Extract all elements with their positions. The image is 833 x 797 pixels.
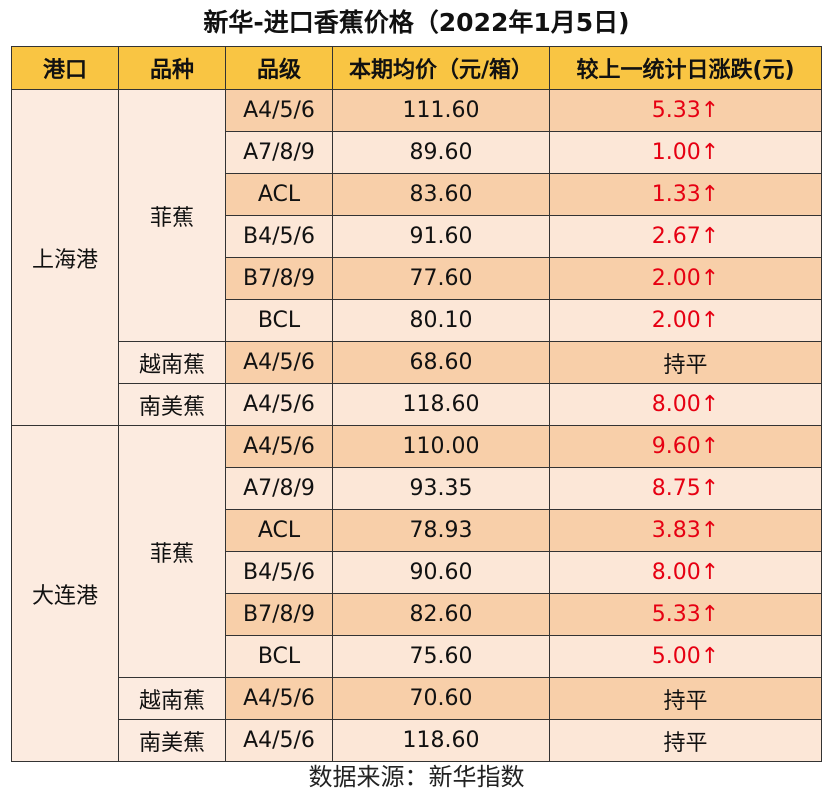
table-row: B7/8/9 77.60 2.00↑ (12, 257, 822, 300)
grade-cell: A4/5/6 (225, 425, 333, 468)
change-cell: 8.00↑ (549, 383, 822, 426)
price-table: 港口 品种 品级 本期均价（元/箱） 较上一统计日涨跌(元) 上海港 菲蕉 A4/5… (11, 46, 822, 762)
change-cell: 5.33↑ (549, 593, 822, 636)
grade-cell: A7/8/9 (225, 131, 333, 174)
change-cell: 8.75↑ (549, 467, 822, 510)
grade-cell: A7/8/9 (225, 467, 333, 510)
change-cell: 持平 (549, 341, 822, 384)
table-header-row: 港口 品种 品级 本期均价（元/箱） 较上一统计日涨跌(元) (11, 46, 822, 90)
header-grade: 品级 (225, 46, 333, 90)
table-row: BCL 75.60 5.00↑ (12, 635, 822, 678)
table-row: ACL 83.60 1.33↑ (12, 173, 822, 216)
variety-cell: 菲蕉 (118, 425, 226, 678)
price-cell: 110.00 (332, 425, 550, 468)
change-cell: 5.00↑ (549, 635, 822, 678)
header-change: 较上一统计日涨跌(元) (549, 46, 822, 90)
table-body: 上海港 菲蕉 A4/5/6 111.60 5.33↑ A7/8/9 89.60 1.00↑ AC… (11, 89, 822, 762)
price-cell: 68.60 (332, 341, 550, 384)
variety-cell: 越南蕉 (118, 677, 226, 720)
header-price: 本期均价（元/箱） (332, 46, 550, 90)
grade-cell: A4/5/6 (225, 383, 333, 426)
grade-cell: A4/5/6 (225, 677, 333, 720)
data-source-note: 数据来源：新华指数 (308, 763, 525, 791)
grade-cell: B7/8/9 (225, 257, 333, 300)
table-row: 南美蕉 A4/5/6 118.60 持平 (12, 719, 822, 762)
price-cell: 75.60 (332, 635, 550, 678)
grade-cell: ACL (225, 509, 333, 552)
price-cell: 77.60 (332, 257, 550, 300)
table-row: 南美蕉 A4/5/6 118.60 8.00↑ (12, 383, 822, 426)
change-cell: 持平 (549, 677, 822, 720)
price-cell: 78.93 (332, 509, 550, 552)
grade-cell: B4/5/6 (225, 551, 333, 594)
variety-cell: 菲蕉 (118, 89, 226, 342)
change-cell: 1.00↑ (549, 131, 822, 174)
price-cell: 118.60 (332, 383, 550, 426)
header-port: 港口 (11, 46, 119, 90)
table-row: ACL 78.93 3.83↑ (12, 509, 822, 552)
price-cell: 91.60 (332, 215, 550, 258)
table-row: 大连港 菲蕉 A4/5/6 110.00 9.60↑ (11, 425, 822, 762)
price-cell: 89.60 (332, 131, 550, 174)
grade-cell: B4/5/6 (225, 215, 333, 258)
change-cell: 2.67↑ (549, 215, 822, 258)
price-cell: 111.60 (332, 89, 550, 132)
grade-cell: B7/8/9 (225, 593, 333, 636)
variety-cell: 南美蕉 (118, 719, 226, 762)
grade-cell: BCL (225, 635, 333, 678)
change-cell: 5.33↑ (549, 89, 822, 132)
variety-cell: 南美蕉 (118, 383, 226, 426)
price-cell: 90.60 (332, 551, 550, 594)
change-cell: 2.00↑ (549, 299, 822, 342)
variety-cell: 越南蕉 (118, 341, 226, 384)
port-cell: 上海港 (11, 89, 119, 426)
grade-cell: A4/5/6 (225, 341, 333, 384)
grade-cell: BCL (225, 299, 333, 342)
price-cell: 80.10 (332, 299, 550, 342)
table-row: B4/5/6 90.60 8.00↑ (12, 551, 822, 594)
grade-cell: A4/5/6 (225, 719, 333, 762)
header-variety: 品种 (118, 46, 226, 90)
change-cell: 9.60↑ (549, 425, 822, 468)
table-row: B7/8/9 82.60 5.33↑ (12, 593, 822, 636)
table-row: 上海港 菲蕉 A4/5/6 111.60 5.33↑ (11, 89, 822, 426)
price-cell: 70.60 (332, 677, 550, 720)
price-cell: 93.35 (332, 467, 550, 510)
price-cell: 83.60 (332, 173, 550, 216)
change-cell: 持平 (549, 719, 822, 762)
table-row: 越南蕉 A4/5/6 70.60 持平 (12, 677, 822, 720)
table-row: 越南蕉 A4/5/6 68.60 持平 (12, 341, 822, 384)
change-cell: 2.00↑ (549, 257, 822, 300)
page-title: 新华-进口香蕉价格（2022年1月5日) (203, 8, 630, 37)
port-cell: 大连港 (11, 425, 119, 762)
change-cell: 8.00↑ (549, 551, 822, 594)
change-cell: 3.83↑ (549, 509, 822, 552)
grade-cell: ACL (225, 173, 333, 216)
price-cell: 118.60 (332, 719, 550, 762)
grade-cell: A4/5/6 (225, 89, 333, 132)
table-row: B4/5/6 91.60 2.67↑ (12, 215, 822, 258)
price-cell: 82.60 (332, 593, 550, 636)
change-cell: 1.33↑ (549, 173, 822, 216)
